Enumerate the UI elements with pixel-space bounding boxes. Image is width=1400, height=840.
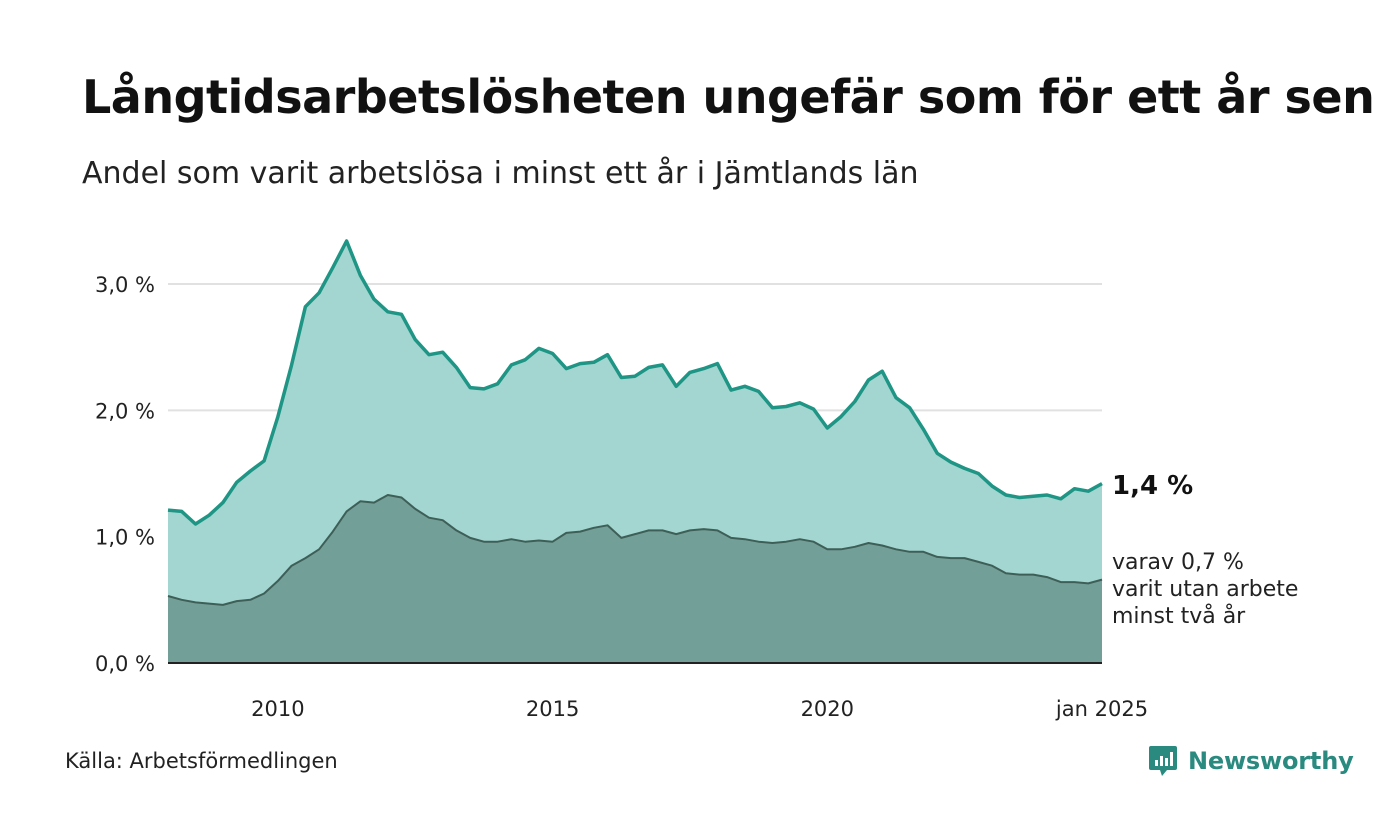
y-tick-label: 1,0 % [95,526,155,550]
y-axis-ticks: 0,0 % 1,0 % 2,0 % 3,0 % [95,273,155,676]
y-tick-label: 0,0 % [95,652,155,676]
end-label-sub-line-2: varit utan arbete [1112,577,1298,602]
x-tick-label: jan 2025 [1055,697,1148,721]
brand-name: Newsworthy [1188,747,1354,775]
brand-logo: Newsworthy [1148,744,1354,778]
y-tick-label: 2,0 % [95,399,155,423]
chart-subtitle: Andel som varit arbetslösa i minst ett å… [82,156,919,191]
line-long-term [167,494,1103,606]
end-label-sub-line-3: minst två år [1112,603,1246,629]
y-tick-label: 3,0 % [95,273,155,297]
source-note: Källa: Arbetsförmedlingen [65,749,338,773]
x-tick-label: 2010 [251,697,304,721]
x-axis-ticks: 2010 2015 2020 jan 2025 [251,697,1148,721]
end-label-sub-line-1: varav 0,7 % [1112,550,1244,575]
x-tick-label: 2020 [801,697,854,721]
end-label-total: 1,4 % [1112,471,1193,501]
line-total [167,239,1103,526]
chart-title: Långtidsarbetslösheten ungefär som för e… [82,70,1375,124]
x-tick-label: 2015 [526,697,579,721]
area-long-term [168,495,1102,663]
newsworthy-icon [1149,746,1177,776]
